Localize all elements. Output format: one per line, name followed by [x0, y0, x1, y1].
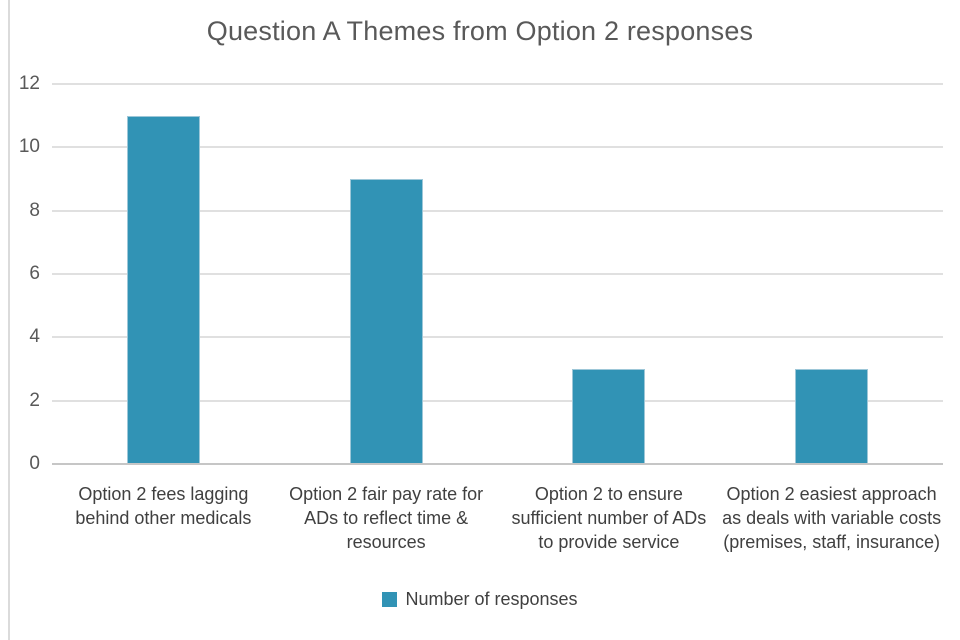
gridline-8 — [52, 209, 943, 212]
y-tick-label-12: 12 — [18, 73, 40, 94]
gridline-10 — [52, 146, 943, 149]
chart-frame-left-border — [8, 0, 10, 640]
x-category-label-line: to provide service — [538, 532, 680, 552]
x-category-label-line: as deals with variable costs — [722, 508, 942, 528]
x-category-label-line: Option 2 easiest approach — [726, 484, 937, 504]
x-category-label-line: sufficient number of ADs — [511, 508, 707, 528]
chart-title: Question A Themes from Option 2 response… — [206, 16, 754, 46]
gridline-12 — [52, 83, 943, 85]
legend: Number of responses — [0, 589, 960, 610]
legend-label: Number of responses — [405, 589, 578, 609]
bar-3 — [572, 369, 646, 464]
x-category-label-1: Option 2 fees lagging behind other medica… — [46, 466, 281, 530]
gridline-4 — [52, 336, 943, 339]
y-tick-label-10: 10 — [18, 136, 40, 158]
bar-2 — [349, 179, 423, 464]
x-category-label-line: ADs to reflect time & — [304, 508, 469, 528]
bar-4 — [795, 369, 869, 464]
x-category-label-3: Option 2 to ensure sufficient number of A… — [492, 466, 727, 554]
x-axis-line — [52, 463, 943, 465]
y-tick-label-2: 2 — [29, 389, 40, 411]
x-category-label-2: Option 2 fair pay rate for ADs to reflect… — [269, 466, 504, 554]
plot-area — [52, 83, 943, 465]
x-category-label-line: Option 2 to ensure — [534, 484, 683, 504]
x-category-label-line: resources — [346, 532, 426, 552]
x-category-label-line: Option 2 fair pay rate for — [289, 484, 484, 504]
gridline-2 — [52, 399, 943, 402]
y-tick-label-6: 6 — [29, 263, 40, 284]
x-category-label-line: Option 2 fees lagging — [78, 484, 249, 504]
y-tick-label-0: 0 — [29, 453, 40, 474]
legend-swatch-icon — [382, 592, 398, 607]
y-tick-label-4: 4 — [29, 326, 40, 348]
x-category-label-line: behind other medicals — [75, 508, 252, 528]
y-tick-label-8: 8 — [29, 199, 40, 221]
bar-1 — [126, 115, 200, 464]
x-category-label-line: (premises, staff, insurance) — [723, 532, 940, 552]
x-category-label-4: Option 2 easiest approach as deals with v… — [714, 466, 949, 554]
gridline-6 — [52, 273, 943, 275]
